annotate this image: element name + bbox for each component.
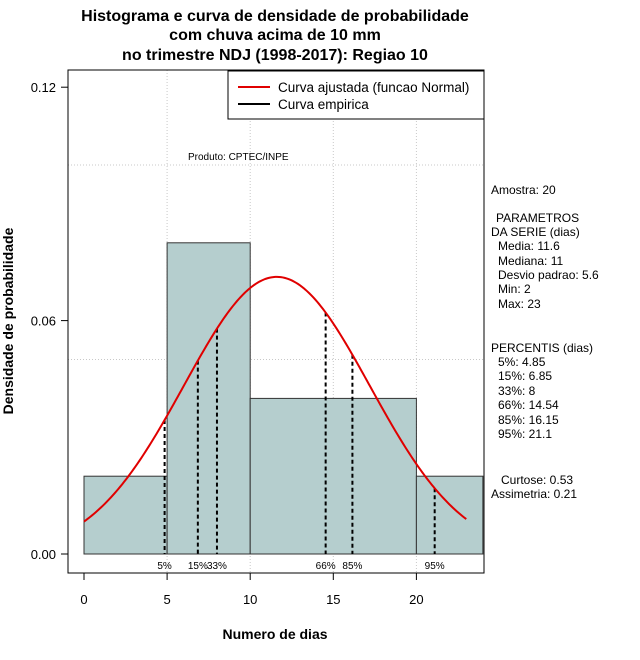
stat-param-title-2: DA SERIE (dias) xyxy=(491,225,580,239)
normal-fit-curve xyxy=(83,275,467,523)
product-note: Produto: CPTEC/INPE xyxy=(188,152,289,163)
stat-p5: 5%: 4.85 xyxy=(498,355,546,369)
stat-p15: 15%: 6.85 xyxy=(498,369,552,383)
histogram-bar xyxy=(166,242,251,555)
y-tick-label: 0.12 xyxy=(31,80,56,95)
stats-panel: Amostra: 20 PARAMETROS DA SERIE (dias) M… xyxy=(491,183,599,501)
x-tick-label: 10 xyxy=(243,592,257,607)
legend-label-fitted: Curva ajustada (funcao Normal) xyxy=(278,80,469,95)
stat-max: Max: 23 xyxy=(498,297,541,311)
stat-p33: 33%: 8 xyxy=(498,384,536,398)
histogram-bar xyxy=(249,397,417,555)
chart-title-line-1: Histograma e curva de densidade de proba… xyxy=(81,8,469,25)
y-tick-label: 0.06 xyxy=(31,314,56,329)
y-axis: 0.00 0.06 0.12 xyxy=(31,80,69,562)
y-tick-label: 0.00 xyxy=(31,547,56,562)
x-tick-label: 5 xyxy=(163,592,170,607)
percentile-label: 66% xyxy=(316,561,336,572)
x-axis-title: Numero de dias xyxy=(222,626,327,642)
percentile-label: 15% xyxy=(188,561,208,572)
grid-lines xyxy=(68,70,484,573)
stat-mediana: Mediana: 11 xyxy=(498,254,563,268)
histogram-bar xyxy=(415,475,484,555)
chart-title-line-3: no trimestre NDJ (1998-2017): Regiao 10 xyxy=(122,47,428,64)
x-tick-label: 20 xyxy=(409,592,423,607)
percentile-label: 95% xyxy=(425,561,445,572)
stat-media: Media: 11.6 xyxy=(498,239,560,253)
percentile-label: 85% xyxy=(342,561,362,572)
stat-assimetria: Assimetria: 0.21 xyxy=(491,487,577,501)
percentile-label: 33% xyxy=(207,561,227,572)
stat-p95: 95%: 21.1 xyxy=(498,427,552,441)
stat-param-title-1: PARAMETROS xyxy=(496,211,579,225)
stat-min: Min: 2 xyxy=(498,282,531,296)
legend-label-empirical: Curva empirica xyxy=(278,97,369,112)
x-axis: 0 5 10 15 20 xyxy=(80,572,424,607)
stat-p85: 85%: 16.15 xyxy=(498,413,559,427)
percentile-labels: 5% 15% 33% 66% 85% 95% xyxy=(157,561,444,572)
histogram-bars xyxy=(83,242,484,555)
histogram-bar xyxy=(83,475,168,555)
chart-title-line-2: com chuva acima de 10 mm xyxy=(169,27,381,44)
percentile-label: 5% xyxy=(157,561,172,572)
stat-amostra: Amostra: 20 xyxy=(491,183,556,197)
x-tick-label: 15 xyxy=(326,592,340,607)
stat-p66: 66%: 14.54 xyxy=(498,398,559,412)
stat-perc-title: PERCENTIS (dias) xyxy=(491,341,593,355)
legend-box xyxy=(227,70,485,120)
stat-desvio: Desvio padrao: 5.6 xyxy=(498,268,599,282)
y-axis-title: Densidade de probabilidade xyxy=(0,227,16,414)
stat-curtose: Curtose: 0.53 xyxy=(501,473,573,487)
legend: Curva ajustada (funcao Normal) Curva emp… xyxy=(227,70,485,120)
percentile-lines xyxy=(163,312,436,554)
x-tick-label: 0 xyxy=(80,592,87,607)
